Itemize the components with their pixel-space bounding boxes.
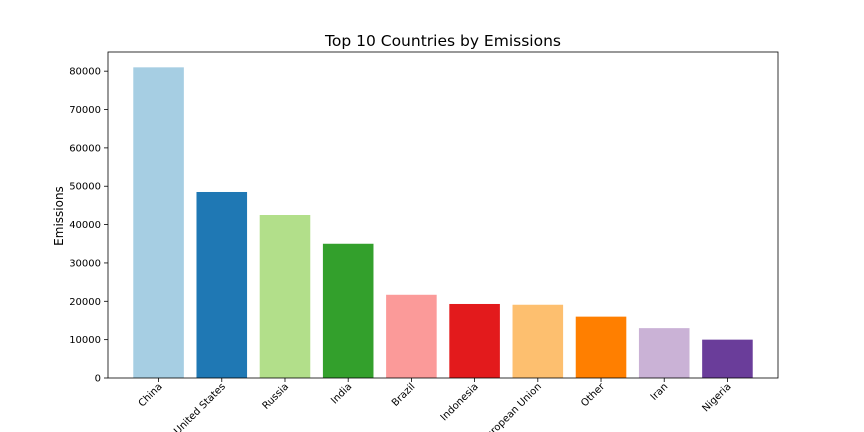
bar-other xyxy=(575,316,627,378)
y-axis: 0 10000 20000 30000 40000 50000 60000 70000 8000… xyxy=(69,67,108,385)
x-tick-label: Nigeria xyxy=(700,381,733,414)
bar-brazil xyxy=(386,294,437,378)
y-axis-label: Emissions xyxy=(52,186,66,246)
bar-indonesia xyxy=(449,303,500,378)
bar-india xyxy=(322,243,374,378)
y-tick-label: 10000 xyxy=(69,335,101,346)
bar-iran xyxy=(638,328,690,378)
x-axis: China United States Russia India Brazil Indon… xyxy=(137,378,734,432)
y-tick-label: 70000 xyxy=(69,105,101,116)
plot-frame xyxy=(107,51,779,379)
x-tick-label: Brazil xyxy=(390,381,418,409)
y-tick-label: 50000 xyxy=(69,182,101,193)
bar-nigeria xyxy=(702,339,753,378)
x-tick-label: Iran xyxy=(649,381,671,403)
x-tick-label: Indonesia xyxy=(439,381,481,423)
bar-european-union xyxy=(512,304,564,378)
x-tick-label: Russia xyxy=(261,381,292,412)
bars-group xyxy=(133,67,753,378)
x-tick-label: India xyxy=(329,381,354,406)
x-tick-label: Other xyxy=(579,381,607,409)
bar-russia xyxy=(259,215,311,378)
bar-united-states xyxy=(196,191,248,378)
bar-china xyxy=(133,67,184,378)
y-tick-label: 80000 xyxy=(69,67,101,78)
chart-title: Top 10 Countries by Emissions xyxy=(324,32,561,50)
x-tick-label: China xyxy=(137,381,165,409)
y-tick-label: 20000 xyxy=(69,297,101,308)
y-tick-label: 30000 xyxy=(69,258,101,269)
y-tick-label: 40000 xyxy=(69,220,101,231)
y-tick-label: 60000 xyxy=(69,143,101,154)
x-tick-label: United States xyxy=(172,381,228,432)
x-tick-label: European Union xyxy=(480,381,544,432)
y-tick-label: 0 xyxy=(95,374,101,385)
